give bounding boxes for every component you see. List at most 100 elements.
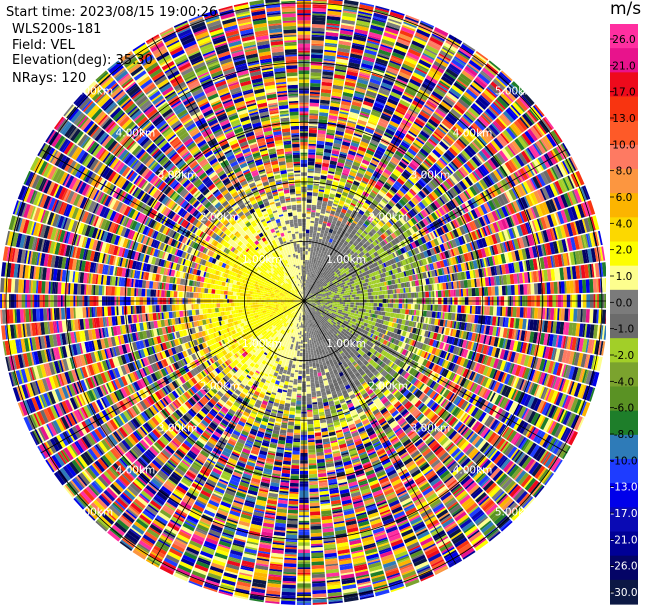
velocity-cell [382,134,392,143]
velocity-cell [343,3,358,8]
velocity-cell [309,298,311,300]
velocity-cell [337,282,340,285]
velocity-cell [320,244,324,248]
velocity-cell [359,270,363,274]
velocity-cell [569,280,574,294]
velocity-cell [445,165,454,175]
velocity-cell [310,61,323,66]
velocity-cell [511,81,524,94]
velocity-cell [355,215,361,220]
velocity-cell [460,43,475,55]
velocity-cell [315,290,320,294]
velocity-cell [310,57,323,63]
velocity-cell [557,179,567,193]
velocity-cell [448,188,457,198]
velocity-cell [310,65,322,70]
velocity-cell [434,245,441,254]
velocity-cell [429,232,435,240]
velocity-cell [311,273,314,276]
velocity-cell [348,295,351,298]
velocity-cell [332,239,337,243]
velocity-cell [306,261,310,266]
velocity-cell [327,174,334,180]
velocity-cell [340,28,354,32]
velocity-cell [339,303,344,307]
velocity-cell [339,262,343,266]
velocity-cell [320,96,331,101]
velocity-cell [512,122,523,134]
velocity-cell [311,289,313,292]
velocity-cell [307,270,310,273]
velocity-cell [392,170,401,178]
velocity-cell [356,152,364,158]
velocity-cell [540,216,548,230]
velocity-cell [425,291,430,298]
velocity-cell [577,203,585,219]
velocity-cell [421,199,429,208]
velocity-cell [330,301,333,304]
velocity-cell [434,26,449,37]
velocity-cell [372,155,381,161]
velocity-cell [341,222,346,226]
velocity-cell [406,191,414,199]
velocity-cell [358,273,364,278]
velocity-cell [328,228,334,234]
velocity-cell [317,294,320,297]
velocity-cell [307,260,310,262]
velocity-cell [341,194,347,199]
velocity-cell [335,233,340,237]
velocity-cell [507,285,512,296]
velocity-cell [462,224,470,234]
velocity-cell [480,204,488,215]
velocity-cell [305,240,309,244]
velocity-cell [399,247,406,254]
velocity-cell [331,188,337,192]
velocity-cell [415,181,424,190]
velocity-cell [476,118,487,129]
velocity-cell [395,250,400,257]
velocity-cell [367,36,381,42]
velocity-cell [564,176,572,191]
velocity-cell [326,281,331,285]
velocity-cell [436,187,443,196]
velocity-cell [553,129,563,143]
velocity-cell [418,292,422,298]
velocity-cell [333,273,338,277]
velocity-cell [495,196,503,207]
velocity-cell [323,285,327,289]
velocity-cell [470,209,479,219]
velocity-cell [551,166,559,180]
velocity-cell [312,16,326,22]
velocity-cell [317,199,323,203]
velocity-cell [340,305,345,309]
velocity-cell [385,203,393,210]
velocity-cell [353,297,356,300]
velocity-cell [452,107,463,116]
velocity-cell [374,306,378,311]
velocity-cell [310,211,316,216]
velocity-cell [325,39,338,44]
velocity-cell [365,256,371,262]
velocity-cell [333,255,338,260]
velocity-cell [338,181,346,187]
velocity-cell [377,121,388,129]
velocity-cell [404,258,409,265]
velocity-cell [414,194,423,202]
velocity-cell [306,290,308,295]
velocity-cell [334,226,339,230]
velocity-cell [466,305,471,314]
velocity-cell [331,267,335,270]
velocity-cell [496,306,501,316]
velocity-cell [355,305,358,308]
velocity-cell [385,221,393,228]
velocity-cell [481,237,488,248]
velocity-cell [364,209,372,216]
velocity-cell [474,230,480,240]
velocity-cell [393,213,401,221]
velocity-cell [305,250,308,255]
velocity-cell [351,292,354,295]
velocity-cell [341,260,345,264]
velocity-cell [485,225,491,235]
velocity-cell [374,7,390,13]
